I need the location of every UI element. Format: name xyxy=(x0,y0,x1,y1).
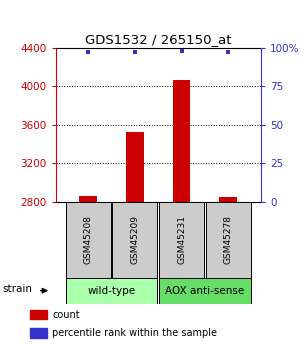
Text: AOX anti-sense: AOX anti-sense xyxy=(165,286,244,296)
Text: GSM45208: GSM45208 xyxy=(84,215,93,264)
Bar xyxy=(206,202,251,278)
Bar xyxy=(30,328,46,337)
Text: percentile rank within the sample: percentile rank within the sample xyxy=(52,328,218,338)
Point xyxy=(179,48,184,53)
Bar xyxy=(126,132,144,202)
Point xyxy=(86,49,91,55)
Bar xyxy=(173,80,190,202)
Title: GDS1532 / 265150_at: GDS1532 / 265150_at xyxy=(85,33,232,47)
Bar xyxy=(219,197,237,202)
Text: count: count xyxy=(52,310,80,320)
Bar xyxy=(30,310,46,319)
Point xyxy=(133,49,137,55)
Bar xyxy=(79,196,97,202)
Point xyxy=(226,49,231,55)
Text: GSM45209: GSM45209 xyxy=(130,215,140,264)
Text: GSM45278: GSM45278 xyxy=(224,215,233,264)
Bar xyxy=(66,202,111,278)
Text: strain: strain xyxy=(3,284,33,294)
Text: GSM45231: GSM45231 xyxy=(177,215,186,264)
Bar xyxy=(159,202,204,278)
Bar xyxy=(112,202,157,278)
Bar xyxy=(66,278,157,304)
Text: wild-type: wild-type xyxy=(88,286,136,296)
Bar xyxy=(159,278,251,304)
